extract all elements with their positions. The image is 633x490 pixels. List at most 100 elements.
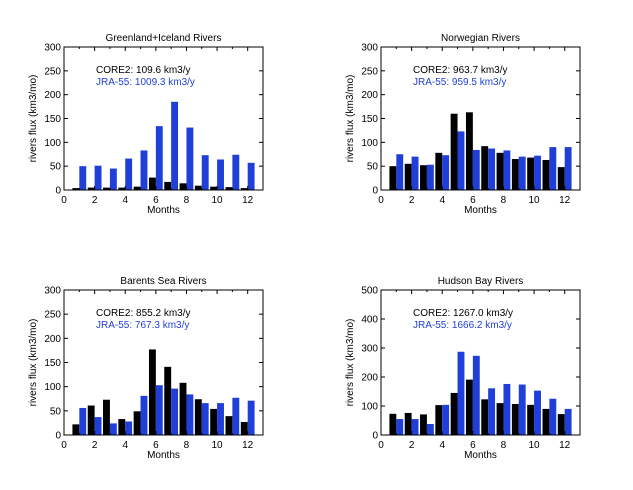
y-tick-label: 150 bbox=[44, 358, 61, 369]
jra55-bar bbox=[232, 154, 240, 190]
x-tick-label: 10 bbox=[212, 195, 224, 206]
core2-bar bbox=[210, 408, 218, 435]
jra55-bar bbox=[155, 385, 163, 435]
jra55-bar bbox=[186, 394, 194, 435]
jra55-bar bbox=[232, 397, 240, 435]
core2-bar bbox=[557, 414, 565, 435]
jra55-bar bbox=[549, 398, 557, 435]
jra55-bar bbox=[411, 419, 419, 435]
core2-bar bbox=[496, 152, 504, 190]
core2-bar bbox=[164, 366, 172, 435]
jra55-bar bbox=[79, 407, 87, 435]
core2-bar bbox=[118, 419, 126, 435]
y-tick-label: 400 bbox=[361, 315, 378, 326]
jra55-bar bbox=[503, 383, 511, 435]
x-tick-label: 12 bbox=[242, 440, 254, 451]
core2-bar bbox=[72, 424, 80, 435]
core2-bar bbox=[557, 167, 565, 190]
jra55-bar bbox=[396, 154, 404, 190]
core2-bar bbox=[389, 413, 397, 435]
jra55-bar bbox=[109, 168, 117, 190]
x-tick-label: 2 bbox=[409, 195, 415, 206]
jra55-bar bbox=[125, 158, 133, 190]
core2-annotation: CORE2: 109.6 km3/y bbox=[96, 65, 190, 76]
core2-annotation: CORE2: 963.7 km3/y bbox=[413, 65, 507, 76]
jra55-bar bbox=[140, 150, 148, 190]
core2-bar bbox=[179, 183, 187, 190]
x-tick-label: 0 bbox=[61, 195, 67, 206]
y-tick-label: 100 bbox=[44, 138, 61, 149]
jra55-annotation: JRA-55: 1666.2 km3/y bbox=[413, 320, 512, 331]
y-tick-label: 300 bbox=[44, 286, 61, 297]
jra55-bar bbox=[488, 148, 496, 190]
x-tick-label: 0 bbox=[378, 440, 384, 451]
y-axis-label: rivers flux (km3/mo) bbox=[28, 319, 39, 407]
y-tick-label: 250 bbox=[361, 66, 378, 77]
chart-panel: 0 2 4 6 8 10 12 0 50 100 150 200 250 300 Greenland+Ice… bbox=[28, 33, 264, 216]
core2-bar bbox=[179, 382, 187, 435]
core2-bar bbox=[481, 399, 489, 435]
x-tick-label: 2 bbox=[92, 195, 98, 206]
core2-bar bbox=[194, 185, 202, 190]
jra55-bar bbox=[426, 423, 434, 435]
x-axis-label: Months bbox=[147, 450, 180, 461]
jra55-bar bbox=[472, 149, 480, 190]
jra55-bar bbox=[171, 388, 179, 435]
jra55-bar bbox=[442, 404, 450, 435]
core2-bar bbox=[435, 152, 443, 190]
x-tick-label: 4 bbox=[439, 440, 445, 451]
x-tick-label: 6 bbox=[153, 195, 159, 206]
y-tick-label: 100 bbox=[44, 382, 61, 393]
y-tick-label: 0 bbox=[372, 186, 378, 197]
chart-title: Barents Sea Rivers bbox=[120, 276, 206, 287]
y-tick-label: 200 bbox=[44, 334, 61, 345]
x-tick-label: 6 bbox=[153, 440, 159, 451]
core2-bar bbox=[542, 159, 550, 190]
x-tick-label: 2 bbox=[409, 440, 415, 451]
chart-title: Norwegian Rivers bbox=[441, 33, 520, 44]
x-tick-label: 4 bbox=[122, 195, 128, 206]
x-tick-label: 8 bbox=[501, 440, 507, 451]
y-tick-label: 300 bbox=[361, 344, 378, 355]
y-tick-label: 250 bbox=[44, 310, 61, 321]
x-tick-label: 6 bbox=[470, 195, 476, 206]
jra55-bar bbox=[518, 156, 526, 190]
core2-annotation: CORE2: 855.2 km3/y bbox=[96, 308, 190, 319]
core2-bar bbox=[465, 379, 473, 435]
jra55-bar bbox=[247, 162, 255, 190]
jra55-bar bbox=[442, 155, 450, 190]
y-tick-label: 200 bbox=[361, 373, 378, 384]
core2-bar bbox=[420, 414, 427, 435]
y-tick-label: 100 bbox=[361, 138, 378, 149]
y-tick-label: 50 bbox=[367, 162, 379, 173]
jra55-bar bbox=[488, 388, 496, 435]
chart-panel: 0 2 4 6 8 10 12 0 100 200 300 400 500 Hudson Bay Rive… bbox=[345, 276, 581, 461]
jra55-bar bbox=[518, 384, 526, 435]
jra55-annotation: JRA-55: 767.3 km3/y bbox=[96, 320, 189, 331]
core2-bar bbox=[118, 187, 126, 190]
x-axis-label: Months bbox=[464, 450, 497, 461]
x-tick-label: 8 bbox=[184, 440, 190, 451]
x-tick-label: 10 bbox=[529, 195, 541, 206]
y-tick-label: 500 bbox=[361, 286, 378, 297]
x-tick-label: 4 bbox=[122, 440, 128, 451]
jra55-bar bbox=[411, 156, 419, 190]
jra55-bar bbox=[472, 355, 480, 435]
y-axis-label: rivers flux (km3/mo) bbox=[345, 319, 356, 407]
core2-bar bbox=[450, 113, 458, 190]
jra55-bar bbox=[534, 390, 541, 435]
core2-bar bbox=[148, 177, 156, 190]
core2-bar bbox=[465, 112, 473, 190]
jra55-bar bbox=[201, 403, 209, 435]
y-tick-label: 250 bbox=[44, 66, 61, 77]
jra55-bar bbox=[79, 166, 87, 190]
core2-bar bbox=[542, 408, 550, 435]
core2-bar bbox=[87, 187, 95, 190]
y-tick-label: 50 bbox=[50, 406, 62, 417]
jra55-bar bbox=[94, 165, 102, 190]
jra55-bar bbox=[125, 421, 133, 435]
plot-frame bbox=[380, 289, 581, 436]
core2-bar bbox=[404, 412, 412, 435]
jra55-bar bbox=[155, 126, 163, 190]
x-tick-label: 6 bbox=[470, 440, 476, 451]
